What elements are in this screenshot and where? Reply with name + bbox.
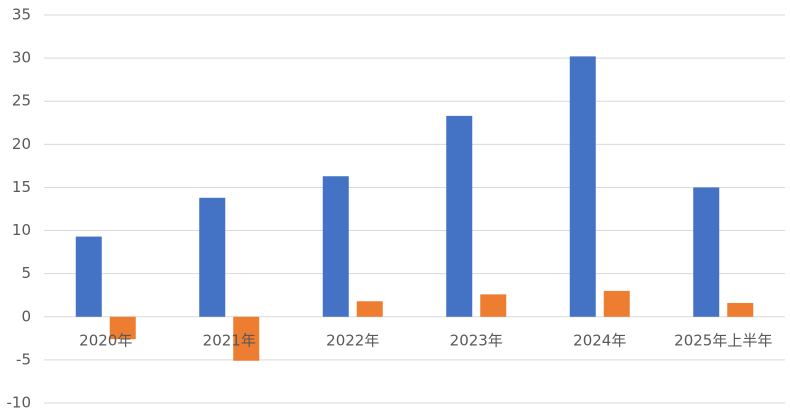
bar <box>199 197 226 317</box>
y-tick-label: 25 <box>12 92 31 110</box>
y-tick-label: 15 <box>12 178 31 196</box>
x-tick-label: 2023年 <box>450 331 503 349</box>
bar <box>569 56 596 317</box>
y-tick-label: -5 <box>16 350 31 368</box>
bar <box>109 316 136 340</box>
bar <box>233 316 260 361</box>
x-tick-label: 2024年 <box>573 331 626 349</box>
bar <box>727 302 754 317</box>
y-tick-label: -10 <box>7 394 32 412</box>
bar <box>446 115 473 317</box>
bar <box>322 176 349 317</box>
y-tick-label: 10 <box>12 221 31 239</box>
bar <box>480 294 507 317</box>
y-tick-label: 0 <box>21 307 31 325</box>
y-tick-label: 30 <box>12 49 31 67</box>
bar <box>75 236 102 317</box>
x-tick-label: 2021年 <box>203 331 256 349</box>
y-tick-label: 20 <box>12 135 31 153</box>
bar <box>356 301 383 317</box>
x-tick-label: 2020年 <box>79 331 132 349</box>
x-tick-label: 2022年 <box>326 331 379 349</box>
x-tick-label: 2025年上半年 <box>674 331 772 349</box>
y-tick-label: 5 <box>21 264 31 282</box>
y-tick-label: 35 <box>12 6 31 24</box>
bar <box>693 187 720 317</box>
bar <box>603 290 630 317</box>
